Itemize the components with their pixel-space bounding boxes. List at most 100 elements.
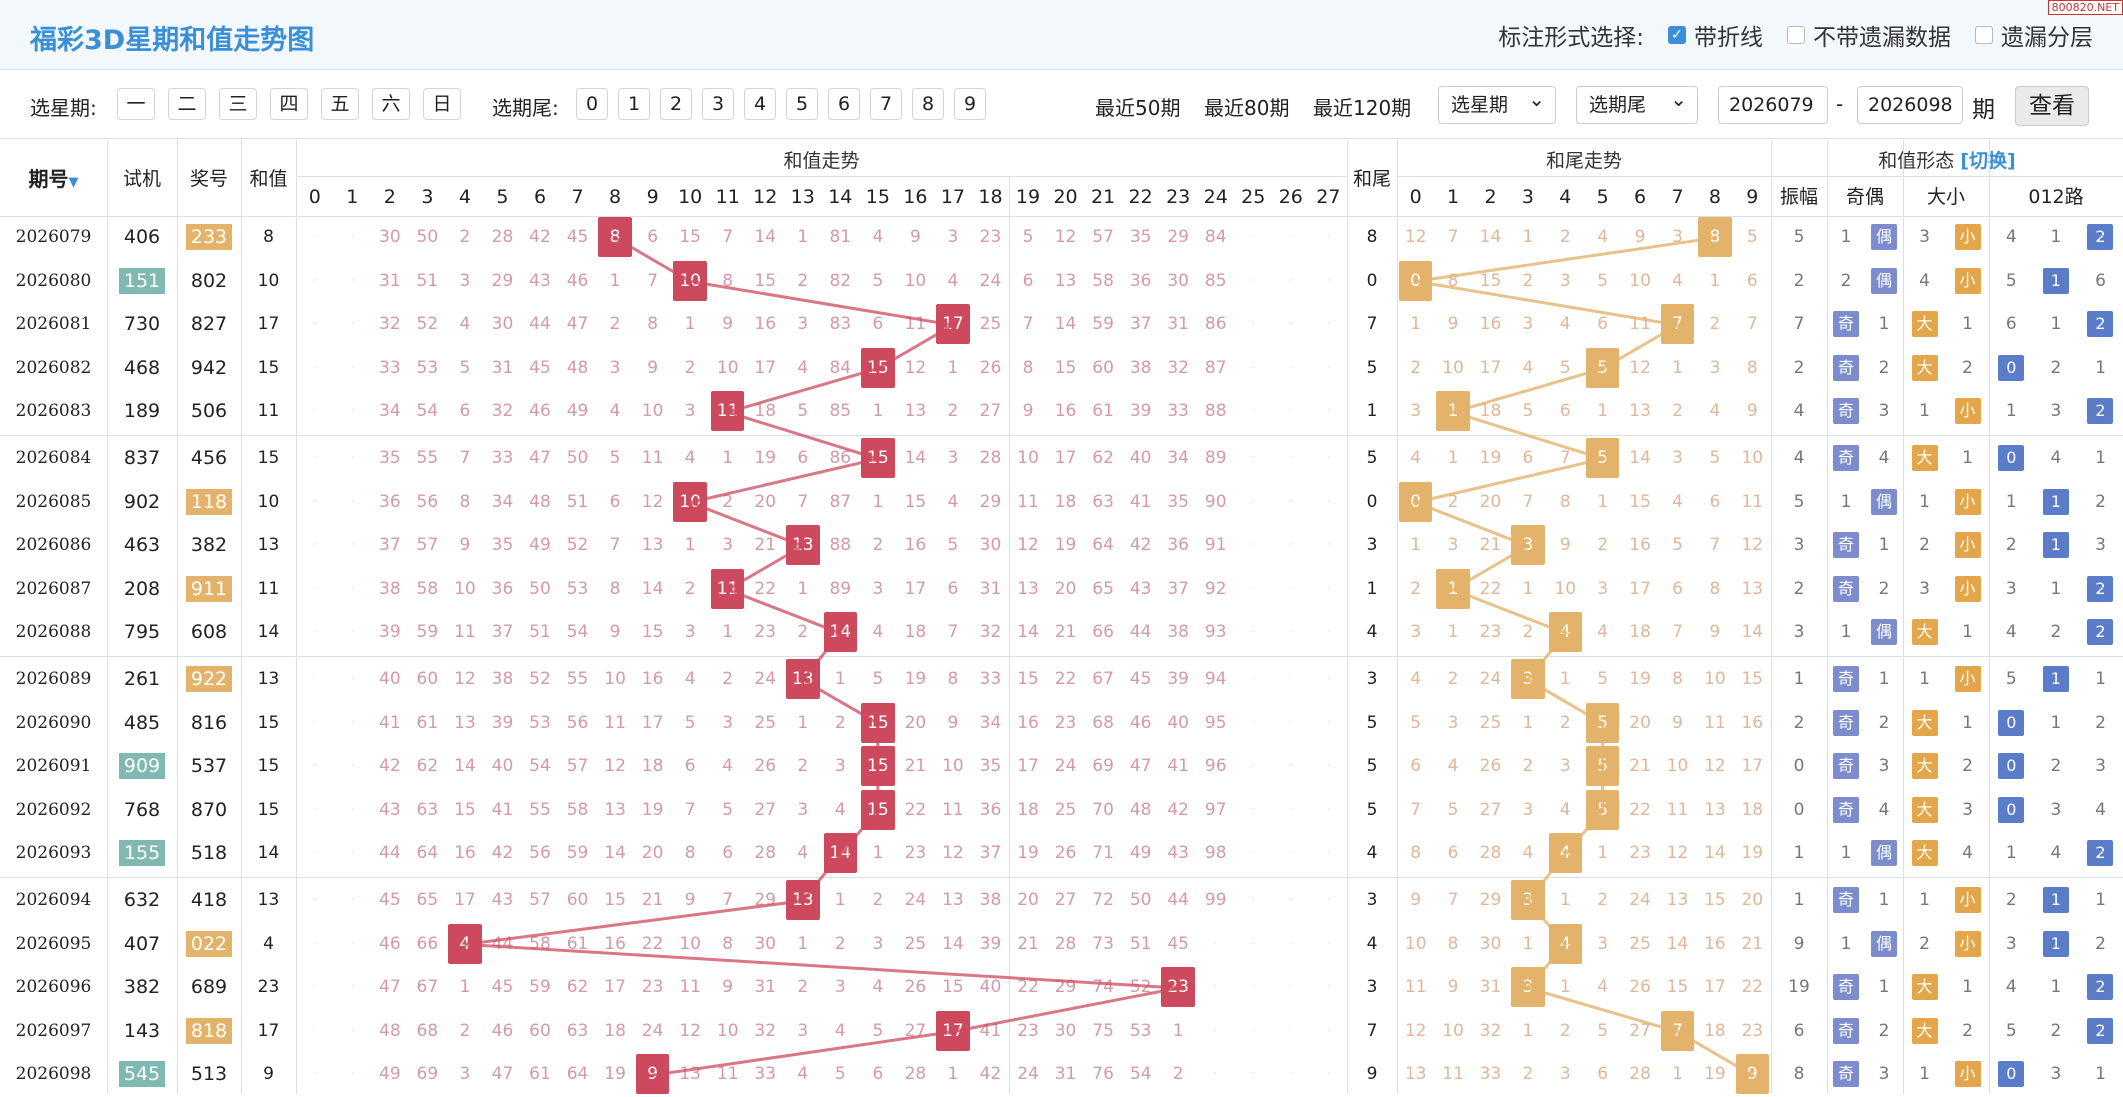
checkbox-no-missing[interactable] <box>1787 26 1805 44</box>
tail-miss-cell: 6 <box>1597 314 1609 335</box>
sum-miss-cell: 55 <box>416 448 439 468</box>
sum-miss-cell: 13 <box>904 401 927 422</box>
prize-cell: 802 <box>177 260 241 303</box>
to-period-input[interactable]: 2026098 <box>1857 86 1963 124</box>
sum-miss-cell: 42 <box>979 1064 1002 1085</box>
tail-miss-cell: 1 <box>1597 843 1609 864</box>
week-button-tue[interactable]: 二 <box>168 88 206 120</box>
switch-link[interactable]: [切换] <box>1960 150 2015 172</box>
tail-button-2[interactable]: 2 <box>660 88 692 120</box>
sum-miss-cell: 13 <box>641 535 664 556</box>
tail-miss-cell: 4 <box>1522 357 1534 378</box>
route-cell-1: 1 <box>2050 227 2062 247</box>
big-cell: 大 <box>1903 789 1946 832</box>
recent-50-link[interactable]: 最近50期 <box>1095 96 1181 120</box>
sum-miss-cell: 23 <box>754 622 777 643</box>
prize-number: 689 <box>190 976 228 999</box>
tail-button-1[interactable]: 1 <box>618 88 650 120</box>
sum-miss-cell: 2 <box>872 890 884 910</box>
query-button[interactable]: 查看 <box>2015 86 2089 126</box>
sum-miss-cell: 48 <box>529 491 551 512</box>
tail-trend-header: 和尾走势 <box>1545 150 1622 172</box>
tail-miss-cell: 9 <box>1447 977 1459 998</box>
tail-button-4[interactable]: 4 <box>744 88 776 120</box>
sum-miss-cell: 4 <box>684 448 696 468</box>
week-button-wed[interactable]: 三 <box>219 88 257 120</box>
week-button-thu[interactable]: 四 <box>270 88 308 120</box>
tail-select[interactable]: 选期尾 <box>1576 81 1698 124</box>
sum-miss-cell: 59 <box>416 622 439 643</box>
sum-empty-cell: · <box>313 895 317 905</box>
tail-miss-cell: 3 <box>1597 578 1609 599</box>
week-button-sat[interactable]: 六 <box>372 88 410 120</box>
tail-miss-cell: 19 <box>1741 843 1764 864</box>
tail-button-7[interactable]: 7 <box>870 88 902 120</box>
sum-miss-cell: 86 <box>1204 314 1227 335</box>
prize-cell: 689 <box>177 966 241 1009</box>
tail-miss-cell: 1 <box>1447 448 1459 468</box>
recent-80-link[interactable]: 最近80期 <box>1204 96 1290 120</box>
tail-button-3[interactable]: 3 <box>702 88 734 120</box>
tail-miss-cell: 17 <box>1479 357 1502 378</box>
tail-miss-cell: 5 <box>1672 535 1683 556</box>
tail-miss-cell: 5 <box>1410 712 1422 733</box>
sum-miss-cell: 5 <box>684 712 696 733</box>
tail-button-5[interactable]: 5 <box>786 88 818 120</box>
sum-miss-cell: 12 <box>641 491 664 512</box>
tail-hit-cell: 5 <box>1586 702 1620 743</box>
tail-button-8[interactable]: 8 <box>912 88 944 120</box>
route-tag: 0 <box>1998 445 2025 471</box>
tail-miss-cell: 24 <box>1629 890 1651 910</box>
grid-line <box>107 140 108 1094</box>
sum-hit-cell: 10 <box>673 260 707 301</box>
tail-miss-cell: 14 <box>1741 622 1764 643</box>
sum-miss-cell: 9 <box>647 357 659 378</box>
big-cell: 1 <box>1919 669 1930 689</box>
week-button-fri[interactable]: 五 <box>321 88 359 120</box>
sum-value-cell: 9 <box>263 1064 274 1085</box>
from-period-input[interactable]: 2026079 <box>1718 86 1828 124</box>
tail-hit-cell: 0 <box>1399 260 1433 301</box>
sum-miss-cell: 36 <box>1167 535 1189 556</box>
option-missing-layers-label[interactable]: 遗漏分层 <box>2001 25 2093 51</box>
tail-miss-cell: 1 <box>1597 401 1609 422</box>
sum-empty-cell: · <box>1326 627 1330 638</box>
week-button-sun[interactable]: 日 <box>423 88 461 120</box>
sum-miss-cell: 63 <box>1092 491 1114 512</box>
sum-miss-cell: 32 <box>379 314 401 335</box>
sum-miss-cell: 85 <box>1204 270 1227 291</box>
amplitude-cell: 2 <box>1793 712 1805 733</box>
tail-miss-cell: 4 <box>1672 270 1683 291</box>
checkbox-polyline[interactable]: ✓ <box>1668 26 1686 44</box>
table-row: 2026087 208 911 11 · · 38 58 10 36 50 53 8 14 2 11 22 1 89… <box>0 568 2123 612</box>
week-select[interactable]: 选星期 <box>1438 81 1556 124</box>
week-button-mon[interactable]: 一 <box>117 88 155 120</box>
sum-miss-cell: 4 <box>872 622 884 643</box>
small-cell: 1 <box>1962 622 1973 643</box>
recent-120-link[interactable]: 最近120期 <box>1313 96 1412 120</box>
sum-miss-cell: 17 <box>454 890 476 910</box>
test-cell: 909 <box>107 745 177 788</box>
checkbox-missing-layers[interactable] <box>1975 26 1993 44</box>
period-header[interactable]: 期号▼ <box>0 164 107 198</box>
tail-button-6[interactable]: 6 <box>828 88 860 120</box>
sum-hit-cell: 23 <box>1161 967 1195 1008</box>
option-polyline-label[interactable]: 带折线 <box>1694 25 1763 51</box>
route-tag: 0 <box>1998 1061 2025 1088</box>
sum-tail-cell: 5 <box>1366 756 1378 777</box>
option-no-missing-label[interactable]: 不带遗漏数据 <box>1813 25 1951 51</box>
sum-empty-cell: · <box>1289 804 1293 815</box>
sum-miss-cell: 3 <box>722 535 734 556</box>
tail-col-1: 1 <box>1447 186 1460 208</box>
sum-miss-cell: 2 <box>834 712 846 733</box>
sum-miss-cell: 50 <box>529 578 551 599</box>
tail-col-5: 5 <box>1596 186 1609 208</box>
tail-miss-cell: 3 <box>1672 227 1683 247</box>
tail-button-0[interactable]: 0 <box>576 88 608 120</box>
sum-miss-cell: 87 <box>1204 357 1227 378</box>
tail-button-9[interactable]: 9 <box>954 88 986 120</box>
sum-miss-cell: 8 <box>947 669 959 689</box>
sum-empty-cell: · <box>350 362 354 373</box>
sum-miss-cell: 4 <box>684 669 696 689</box>
sum-empty-cell: · <box>313 848 317 859</box>
